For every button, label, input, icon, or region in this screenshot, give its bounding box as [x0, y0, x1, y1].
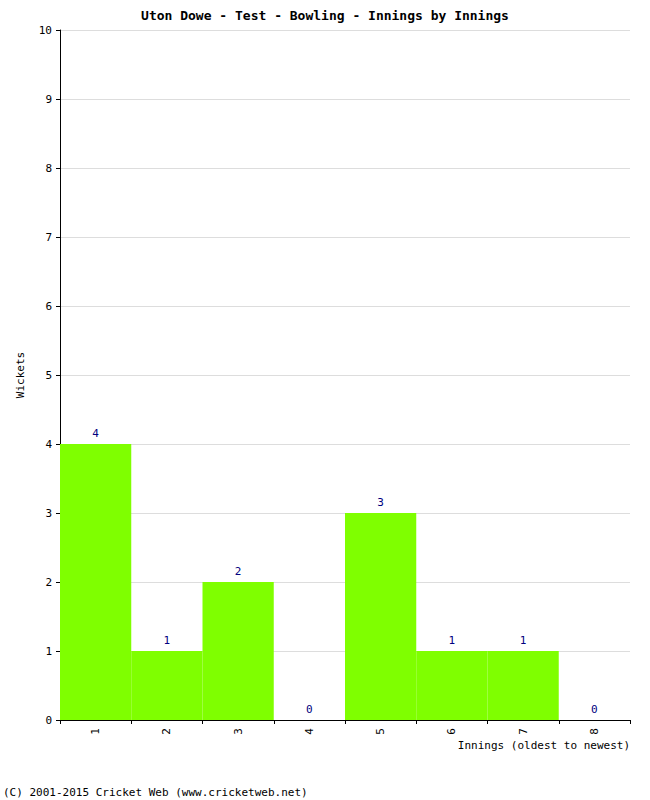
svg-text:2: 2 — [235, 565, 242, 578]
svg-text:3: 3 — [45, 507, 52, 520]
svg-text:7: 7 — [517, 728, 530, 735]
svg-text:3: 3 — [232, 728, 245, 735]
svg-text:2: 2 — [160, 728, 173, 735]
svg-text:1: 1 — [164, 634, 171, 647]
svg-text:1: 1 — [45, 645, 52, 658]
svg-text:Wickets: Wickets — [14, 352, 27, 398]
svg-text:4: 4 — [303, 728, 316, 735]
svg-text:4: 4 — [45, 438, 52, 451]
svg-text:3: 3 — [377, 496, 384, 509]
svg-text:4: 4 — [92, 427, 99, 440]
svg-text:8: 8 — [45, 162, 52, 175]
svg-text:Uton Dowe - Test - Bowling - I: Uton Dowe - Test - Bowling - Innings by … — [141, 8, 509, 23]
svg-text:7: 7 — [45, 231, 52, 244]
svg-text:1: 1 — [449, 634, 456, 647]
svg-text:1: 1 — [520, 634, 527, 647]
svg-text:5: 5 — [374, 728, 387, 735]
svg-text:8: 8 — [588, 728, 601, 735]
svg-text:0: 0 — [306, 703, 313, 716]
svg-text:0: 0 — [45, 714, 52, 727]
svg-text:Innings (oldest to newest): Innings (oldest to newest) — [458, 739, 630, 752]
svg-text:9: 9 — [45, 93, 52, 106]
svg-text:10: 10 — [39, 24, 52, 37]
svg-text:2: 2 — [45, 576, 52, 589]
svg-text:6: 6 — [445, 728, 458, 735]
svg-text:1: 1 — [89, 728, 102, 735]
svg-text:6: 6 — [45, 300, 52, 313]
svg-text:5: 5 — [45, 369, 52, 382]
svg-text:0: 0 — [591, 703, 598, 716]
svg-text:(C) 2001-2015 Cricket Web (www: (C) 2001-2015 Cricket Web (www.cricketwe… — [3, 786, 308, 799]
